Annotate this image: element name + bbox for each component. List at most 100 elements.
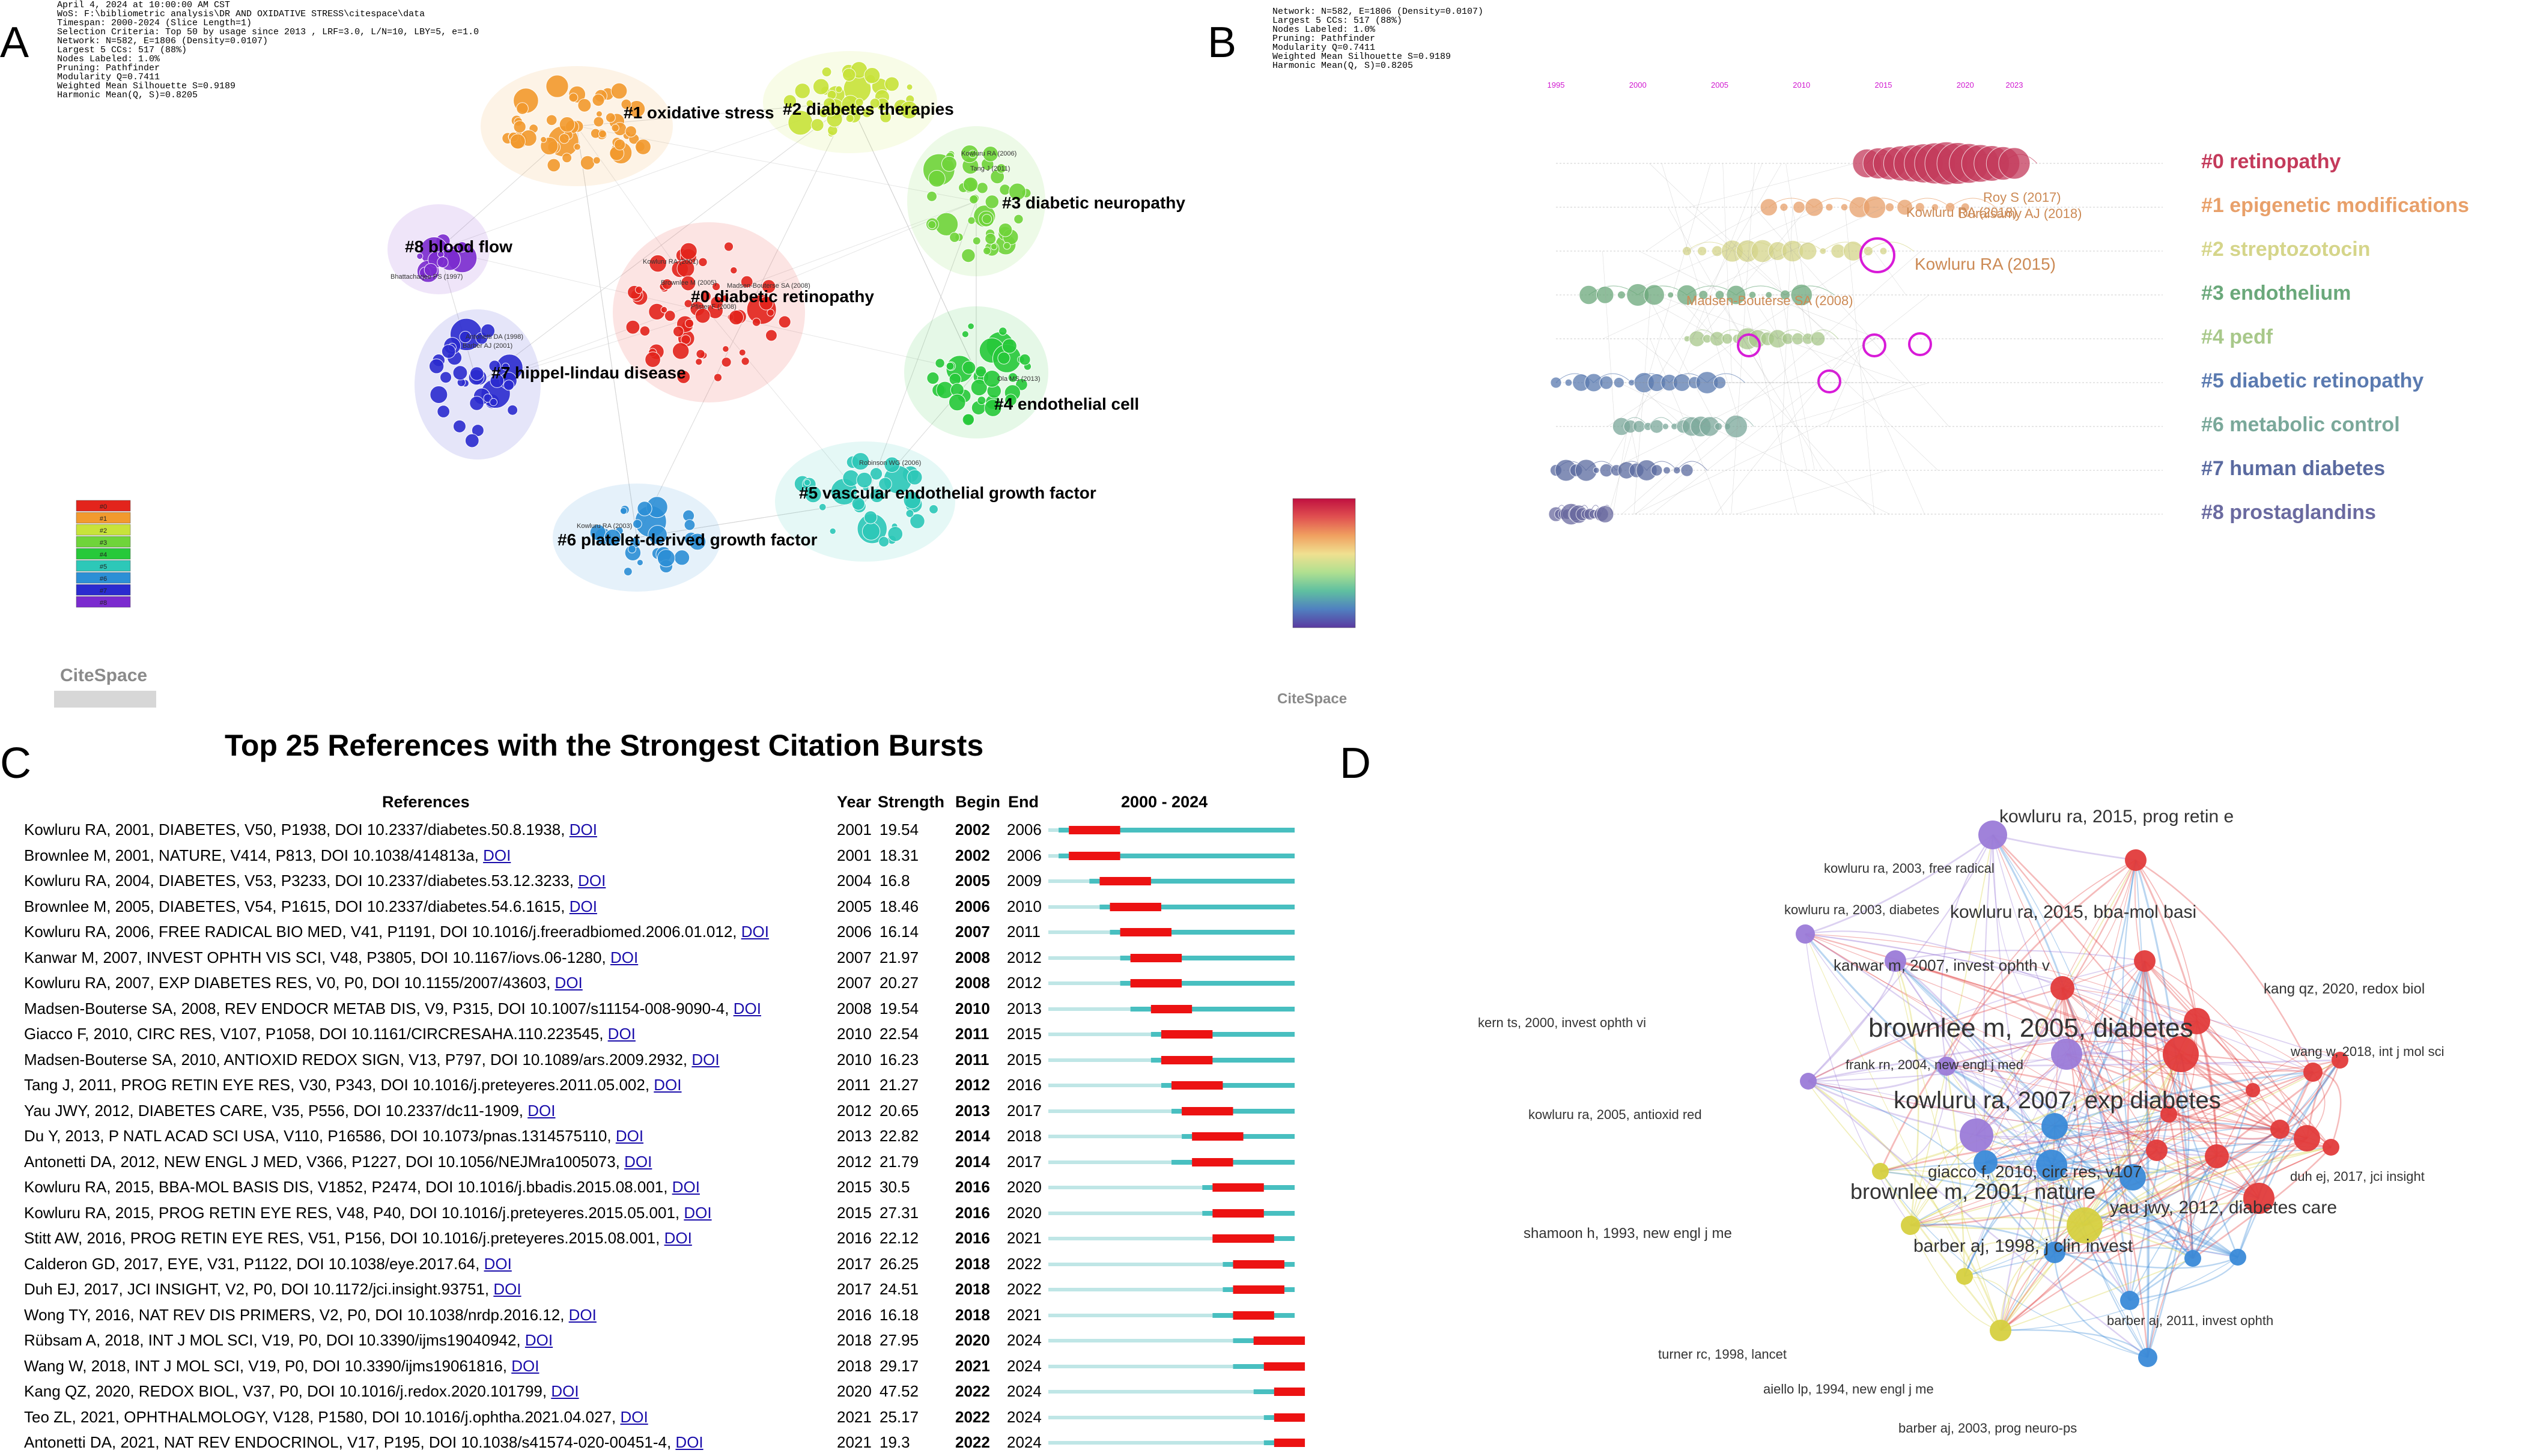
doi-link[interactable]: DOI	[741, 923, 769, 941]
co-citation-edge	[1895, 960, 2238, 1258]
doi-link[interactable]: DOI	[664, 1229, 692, 1247]
doi-link[interactable]: DOI	[624, 1152, 652, 1171]
panel-d-network	[1796, 821, 2348, 1367]
node-label-a: Tang J (2011)	[970, 165, 1010, 172]
cell-strength: 16.23	[880, 1050, 919, 1069]
co-citation-edge	[2196, 1021, 2218, 1157]
doi-link[interactable]: DOI	[610, 948, 639, 966]
doi-link[interactable]: DOI	[654, 1076, 682, 1094]
doi-link[interactable]: DOI	[493, 1280, 521, 1298]
citation-arc	[1868, 241, 1914, 252]
co-citation-edge	[2062, 860, 2136, 989]
co-citation-edge	[2054, 1071, 2314, 1127]
burst-segment	[1069, 851, 1120, 860]
cluster-node	[794, 83, 810, 99]
doi-link[interactable]: DOI	[511, 1356, 539, 1375]
co-citation-edge	[2144, 960, 2253, 1091]
cluster-node	[935, 358, 945, 368]
co-citation-edge	[1976, 1134, 2217, 1157]
cluster-node	[545, 74, 569, 98]
timeline-link	[1676, 294, 1876, 515]
co-citation-edge	[1946, 1066, 2217, 1157]
co-citation-edge	[1880, 1170, 2238, 1258]
timeline-node	[1711, 245, 1723, 257]
co-citation-label-11: kowluru ra, 2005, antioxid red	[1528, 1107, 1702, 1122]
doi-link[interactable]: DOI	[607, 1025, 636, 1043]
ref-text: Kang QZ, 2020, REDOX BIOL, V37, P0, DOI …	[24, 1382, 579, 1400]
ref-text: Kowluru RA, 2006, FREE RADICAL BIO MED, …	[24, 923, 769, 941]
burst-bar-svg	[1048, 1209, 1295, 1218]
co-citation-edge	[1805, 930, 2063, 989]
cluster-node	[900, 100, 919, 120]
burst-row: Kowluru RA, 2001, DIABETES, V50, P1938, …	[0, 817, 1322, 842]
cell-strength: 29.17	[880, 1356, 919, 1375]
cell-year: 2015	[837, 1178, 872, 1196]
timeline-link	[1624, 207, 1825, 296]
cluster-node	[856, 472, 873, 488]
cell-year: 2007	[837, 974, 872, 992]
burst-row: Du Y, 2013, P NATL ACAD SCI USA, V110, P…	[0, 1123, 1322, 1148]
co-citation-edge	[1804, 933, 2193, 1260]
active-segment	[1059, 828, 1295, 833]
doi-link[interactable]: DOI	[684, 1203, 712, 1222]
cluster-node	[489, 398, 498, 407]
legend-swatch-4	[76, 548, 131, 560]
citation-arc	[1736, 285, 1785, 296]
cluster-node	[568, 93, 579, 103]
doi-link[interactable]: DOI	[569, 897, 597, 915]
cell-begin: 2022	[955, 1407, 990, 1426]
cell-end: 2024	[1007, 1356, 1042, 1375]
timeline-cluster-label-0: #0 retinopathy	[2201, 150, 2341, 173]
doi-link[interactable]: DOI	[675, 1433, 703, 1451]
co-citation-label-8: frank rn, 2004, new engl j med	[1846, 1057, 2023, 1072]
co-citation-edge	[1808, 1081, 2133, 1178]
co-citation-edge	[2129, 1156, 2217, 1301]
doi-link[interactable]: DOI	[551, 1382, 579, 1400]
cluster-node	[928, 170, 946, 187]
burst-bar-svg	[1048, 953, 1295, 962]
cell-end: 2021	[1007, 1229, 1042, 1247]
cluster-node	[1013, 214, 1024, 225]
cell-end: 2006	[1007, 846, 1042, 864]
cluster-node	[464, 433, 479, 448]
timeline-node	[1960, 202, 1970, 212]
burst-row: Stitt AW, 2016, PROG RETIN EYE RES, V51,…	[0, 1225, 1322, 1251]
cell-year: 2004	[837, 872, 872, 890]
timeline-node	[1650, 419, 1664, 434]
doi-link[interactable]: DOI	[691, 1050, 720, 1069]
cluster-node	[905, 509, 914, 518]
doi-link[interactable]: DOI	[615, 1127, 644, 1145]
cluster-node	[845, 114, 854, 123]
doi-link[interactable]: DOI	[672, 1178, 700, 1196]
cluster-node	[948, 393, 966, 411]
co-citation-edge	[2054, 1120, 2280, 1130]
burst-bar-svg	[1048, 1030, 1295, 1039]
pre-publication-segment	[1048, 1135, 1182, 1138]
burst-bar-svg	[1048, 1260, 1295, 1269]
cluster-node	[929, 504, 938, 514]
doi-link[interactable]: DOI	[484, 1254, 512, 1273]
co-citation-edge	[1894, 960, 2194, 1260]
cell-strength: 20.27	[880, 974, 919, 992]
pre-publication-segment	[1048, 1288, 1223, 1291]
doi-link[interactable]: DOI	[733, 999, 761, 1018]
co-citation-edge	[1910, 1054, 2181, 1226]
co-citation-edge	[1983, 834, 1994, 1163]
doi-link[interactable]: DOI	[524, 1331, 553, 1349]
doi-link[interactable]: DOI	[578, 872, 606, 890]
doi-link[interactable]: DOI	[527, 1101, 556, 1120]
meta-b-line-3: Pruning: Pathfinder	[1272, 34, 1376, 44]
timeline-node-label-2: Kowluru RA (2015)	[1915, 255, 2056, 273]
legend-text-7: #7	[100, 587, 107, 595]
doi-link[interactable]: DOI	[483, 846, 511, 864]
doi-link[interactable]: DOI	[620, 1407, 648, 1426]
cell-year: 2007	[837, 948, 872, 966]
co-citation-edge	[1964, 1147, 2332, 1277]
timeline-node	[1713, 376, 1727, 389]
burst-bar-svg	[1048, 1183, 1295, 1192]
doi-link[interactable]: DOI	[555, 974, 583, 992]
co-citation-edge	[1992, 834, 2280, 1130]
doi-link[interactable]: DOI	[569, 821, 597, 839]
doi-link[interactable]: DOI	[568, 1305, 597, 1324]
burst-segment	[1192, 1157, 1233, 1166]
